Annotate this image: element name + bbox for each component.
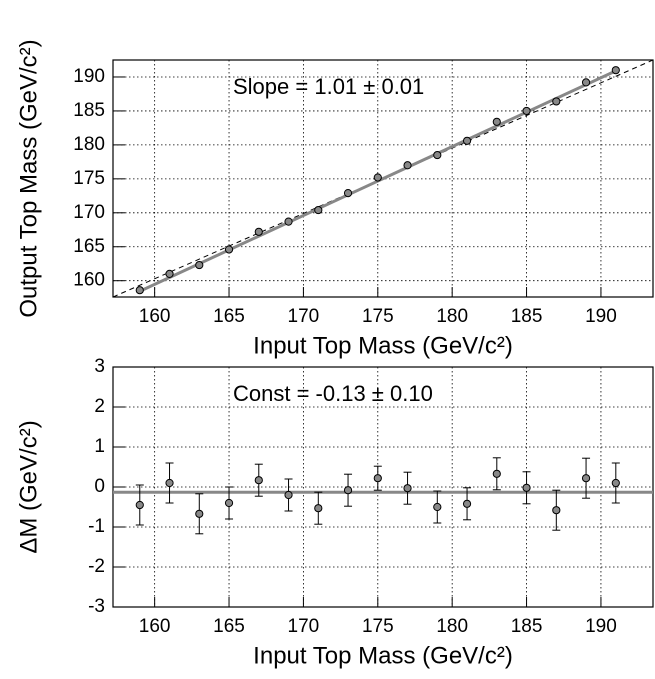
data-point — [403, 484, 412, 493]
data-point — [373, 173, 382, 182]
data-point — [403, 161, 412, 170]
y-tick-label: 180 — [73, 134, 105, 155]
data-point — [552, 506, 561, 515]
data-point — [581, 474, 591, 483]
x-tick-label: 170 — [288, 616, 320, 637]
data-point — [492, 117, 501, 126]
data-point — [195, 509, 204, 518]
x-tick-label: 180 — [436, 306, 468, 327]
x-tick-label: 185 — [511, 306, 543, 327]
data-point — [284, 490, 293, 500]
y-tick-label: 2 — [94, 396, 105, 417]
x-tick-label: 160 — [139, 616, 171, 637]
y-tick-label: 0 — [94, 476, 105, 497]
data-point — [195, 260, 204, 270]
plot-frame — [112, 59, 654, 298]
y-tick-label: -3 — [88, 596, 105, 617]
y-tick-label: -1 — [88, 516, 105, 537]
y-tick-label: 160 — [73, 270, 105, 291]
data-point — [254, 227, 263, 236]
data-point — [135, 500, 144, 510]
x-tick-label: 185 — [511, 616, 543, 637]
data-point — [433, 502, 442, 512]
data-point — [343, 486, 353, 495]
x-tick-label: 175 — [362, 616, 394, 637]
y-tick-label: 175 — [73, 168, 105, 189]
y-tick-label: -2 — [88, 556, 105, 577]
data-point — [373, 474, 382, 483]
data-point — [314, 205, 323, 215]
data-point — [224, 498, 234, 508]
y-tick-label: 170 — [73, 202, 105, 223]
annotation: Const = -0.13 ± 0.10 — [233, 381, 433, 406]
data-point — [522, 106, 531, 116]
data-point — [165, 269, 174, 279]
y-tick-label: 3 — [94, 356, 105, 377]
x-tick-label: 190 — [585, 616, 617, 637]
data-point — [254, 476, 263, 485]
y-axis-title: ΔM (GeV/c²) — [15, 420, 42, 553]
plot-area — [113, 457, 653, 535]
data-point — [552, 97, 561, 106]
annotation: Slope = 1.01 ± 0.01 — [233, 74, 424, 99]
x-tick-label: 180 — [436, 616, 468, 637]
plot-frame — [112, 366, 654, 608]
data-point — [343, 189, 353, 198]
data-point — [611, 66, 620, 75]
y-tick-label: 165 — [73, 236, 105, 257]
x-axis-title: Input Top Mass (GeV/c²) — [253, 642, 513, 669]
x-tick-label: 160 — [139, 306, 171, 327]
data-point — [581, 78, 591, 87]
x-tick-label: 165 — [213, 616, 245, 637]
x-tick-label: 175 — [362, 306, 394, 327]
y-tick-label: 1 — [94, 436, 105, 457]
y-tick-label: 190 — [73, 66, 105, 87]
data-point — [433, 150, 442, 160]
y-axis-title: Output Top Mass (GeV/c²) — [15, 39, 42, 317]
data-point — [611, 478, 620, 488]
data-point — [522, 483, 531, 492]
data-point — [284, 217, 293, 226]
data-point — [224, 245, 234, 254]
x-tick-label: 190 — [585, 306, 617, 327]
y-tick-label: 185 — [73, 100, 105, 121]
x-tick-label: 165 — [213, 306, 245, 327]
data-point — [135, 286, 144, 295]
x-tick-label: 170 — [288, 306, 320, 327]
data-point — [314, 504, 323, 513]
plot-area — [113, 60, 653, 297]
x-axis-title: Input Top Mass (GeV/c²) — [253, 332, 513, 359]
data-point — [492, 469, 501, 478]
data-point — [462, 499, 472, 508]
data-point — [462, 136, 472, 145]
data-point — [165, 478, 174, 488]
